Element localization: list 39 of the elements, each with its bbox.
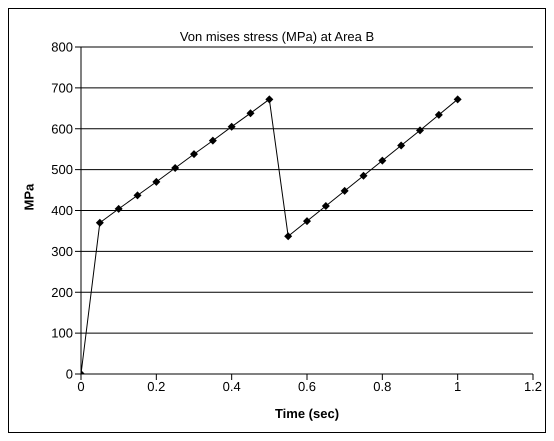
point: [416, 126, 424, 134]
chart-title: Von mises stress (MPa) at Area B: [180, 29, 374, 44]
y-tick-label: 0: [66, 366, 73, 382]
x-tick-label: 0.6: [298, 379, 316, 394]
y-axis-title: MPa: [22, 183, 37, 210]
x-axis-title: Time (sec): [274, 406, 340, 421]
point: [397, 142, 406, 150]
point: [378, 156, 386, 165]
y-tick-label: 600: [51, 121, 73, 136]
y-tick-label: 200: [51, 284, 73, 300]
point: [190, 150, 198, 158]
point: [152, 178, 160, 186]
point: [208, 136, 217, 145]
point: [284, 232, 292, 240]
point: [322, 202, 330, 210]
point: [434, 110, 443, 119]
point: [303, 217, 311, 226]
x-tick-label: 0.2: [147, 379, 166, 394]
point: [454, 95, 462, 104]
point: [340, 186, 349, 195]
point: [360, 172, 368, 180]
x-tick-label: 0.8: [373, 379, 392, 394]
point: [265, 95, 274, 104]
y-tick-label: 400: [51, 203, 73, 218]
y-tick-label: 100: [51, 326, 73, 341]
point: [96, 218, 104, 227]
x-tick-label: 0.4: [222, 379, 241, 394]
point: [228, 122, 236, 131]
x-tick-label: 0: [77, 379, 85, 394]
point: [134, 191, 142, 200]
point: [246, 109, 254, 118]
y-tick-label: 300: [51, 244, 73, 259]
point: [171, 164, 180, 172]
x-tick-label: 1: [454, 379, 462, 394]
x-tick-label: 1.2: [524, 379, 542, 394]
y-tick-label: 800: [51, 40, 73, 55]
y-tick-label: 500: [51, 162, 73, 178]
point: [114, 204, 123, 213]
y-tick-label: 700: [51, 80, 73, 96]
